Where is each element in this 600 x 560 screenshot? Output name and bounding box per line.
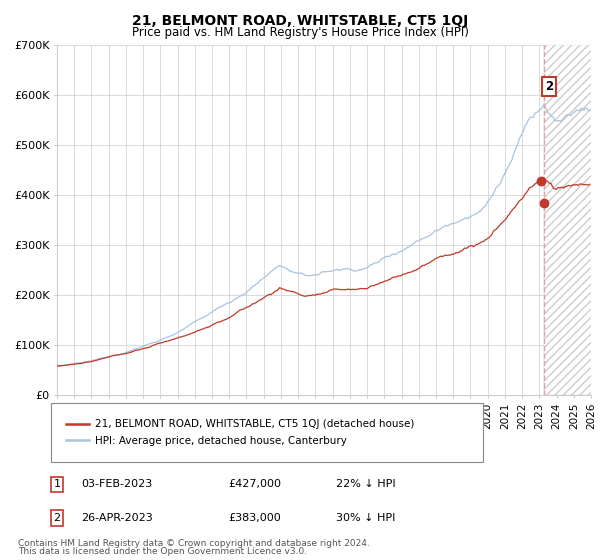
Point: [536, 177, 545, 186]
Text: 26-APR-2023: 26-APR-2023: [81, 513, 153, 523]
Text: 1: 1: [53, 479, 61, 489]
Text: This data is licensed under the Open Government Licence v3.0.: This data is licensed under the Open Gov…: [18, 547, 307, 556]
Bar: [544, 45, 596, 395]
Text: 2: 2: [545, 80, 553, 93]
Point: [539, 199, 548, 208]
Text: 2: 2: [53, 513, 61, 523]
Legend: 21, BELMONT ROAD, WHITSTABLE, CT5 1QJ (detached house), HPI: Average price, deta: 21, BELMONT ROAD, WHITSTABLE, CT5 1QJ (d…: [61, 414, 419, 451]
Text: 30% ↓ HPI: 30% ↓ HPI: [336, 513, 395, 523]
Text: 21, BELMONT ROAD, WHITSTABLE, CT5 1QJ: 21, BELMONT ROAD, WHITSTABLE, CT5 1QJ: [132, 14, 468, 28]
Text: 22% ↓ HPI: 22% ↓ HPI: [336, 479, 395, 489]
Text: Contains HM Land Registry data © Crown copyright and database right 2024.: Contains HM Land Registry data © Crown c…: [18, 539, 370, 548]
FancyBboxPatch shape: [51, 403, 483, 462]
Text: 03-FEB-2023: 03-FEB-2023: [81, 479, 152, 489]
Text: £427,000: £427,000: [228, 479, 281, 489]
Text: £383,000: £383,000: [228, 513, 281, 523]
Text: Price paid vs. HM Land Registry's House Price Index (HPI): Price paid vs. HM Land Registry's House …: [131, 26, 469, 39]
